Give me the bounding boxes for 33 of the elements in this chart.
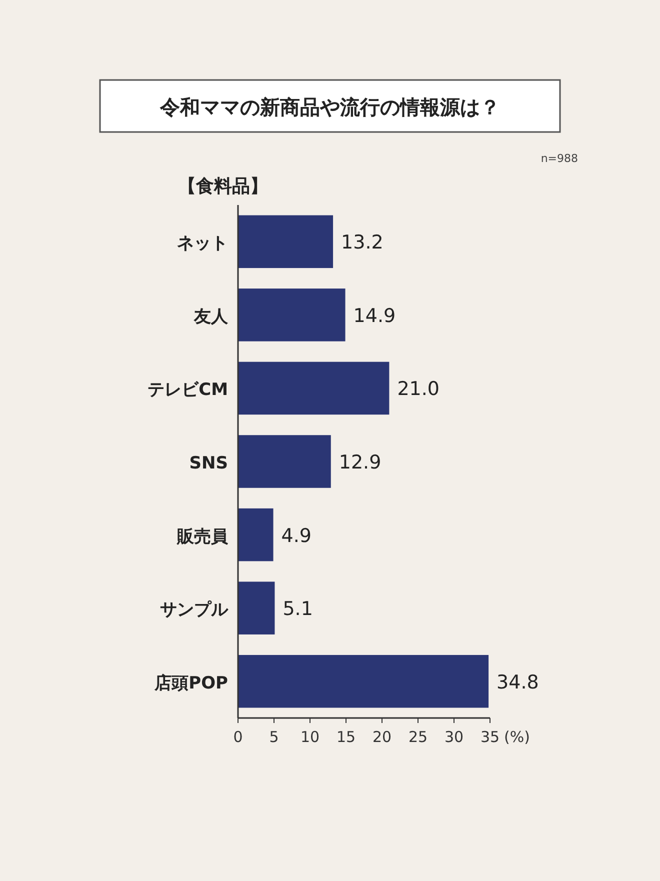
data-label: 14.9 — [353, 304, 396, 327]
data-label: 12.9 — [338, 452, 382, 474]
y-tick-label: SNS — [189, 454, 228, 474]
bar — [238, 215, 334, 268]
data-label: 21.0 — [397, 378, 440, 400]
data-label: 5.1 — [282, 598, 313, 620]
y-tick-label: 店頭POP — [154, 673, 228, 694]
x-axis-title: (%) — [504, 728, 530, 746]
bar — [238, 654, 489, 708]
y-tick-label: ネット — [177, 234, 228, 254]
bar — [238, 435, 331, 488]
x-tick-label: 35 — [480, 728, 500, 746]
bar — [238, 362, 390, 415]
x-tick-label: 25 — [408, 728, 428, 746]
bar — [238, 508, 274, 562]
data-label: 34.8 — [496, 671, 539, 694]
data-label: 13.2 — [341, 232, 384, 254]
x-tick-label: 5 — [269, 728, 279, 746]
y-tick-label: 販売員 — [176, 526, 229, 547]
bar — [238, 582, 275, 634]
y-tick-label: テレビCM — [148, 380, 228, 400]
y-tick-label: サンプル — [160, 600, 229, 620]
x-tick-label: 30 — [444, 728, 464, 746]
x-tick-label: 0 — [233, 728, 243, 746]
x-tick-label: 15 — [336, 728, 356, 746]
x-tick-label: 10 — [300, 728, 320, 746]
x-tick-label: 20 — [372, 728, 392, 746]
text: n=988 — [540, 152, 578, 165]
data-label: 4.9 — [281, 524, 312, 547]
bar — [238, 288, 346, 342]
chart-subtitle: 【食料品】 — [178, 176, 268, 197]
chart-title: 令和ママの新商品や流行の情報源は？ — [159, 95, 500, 119]
y-tick-label: 友人 — [193, 306, 229, 327]
